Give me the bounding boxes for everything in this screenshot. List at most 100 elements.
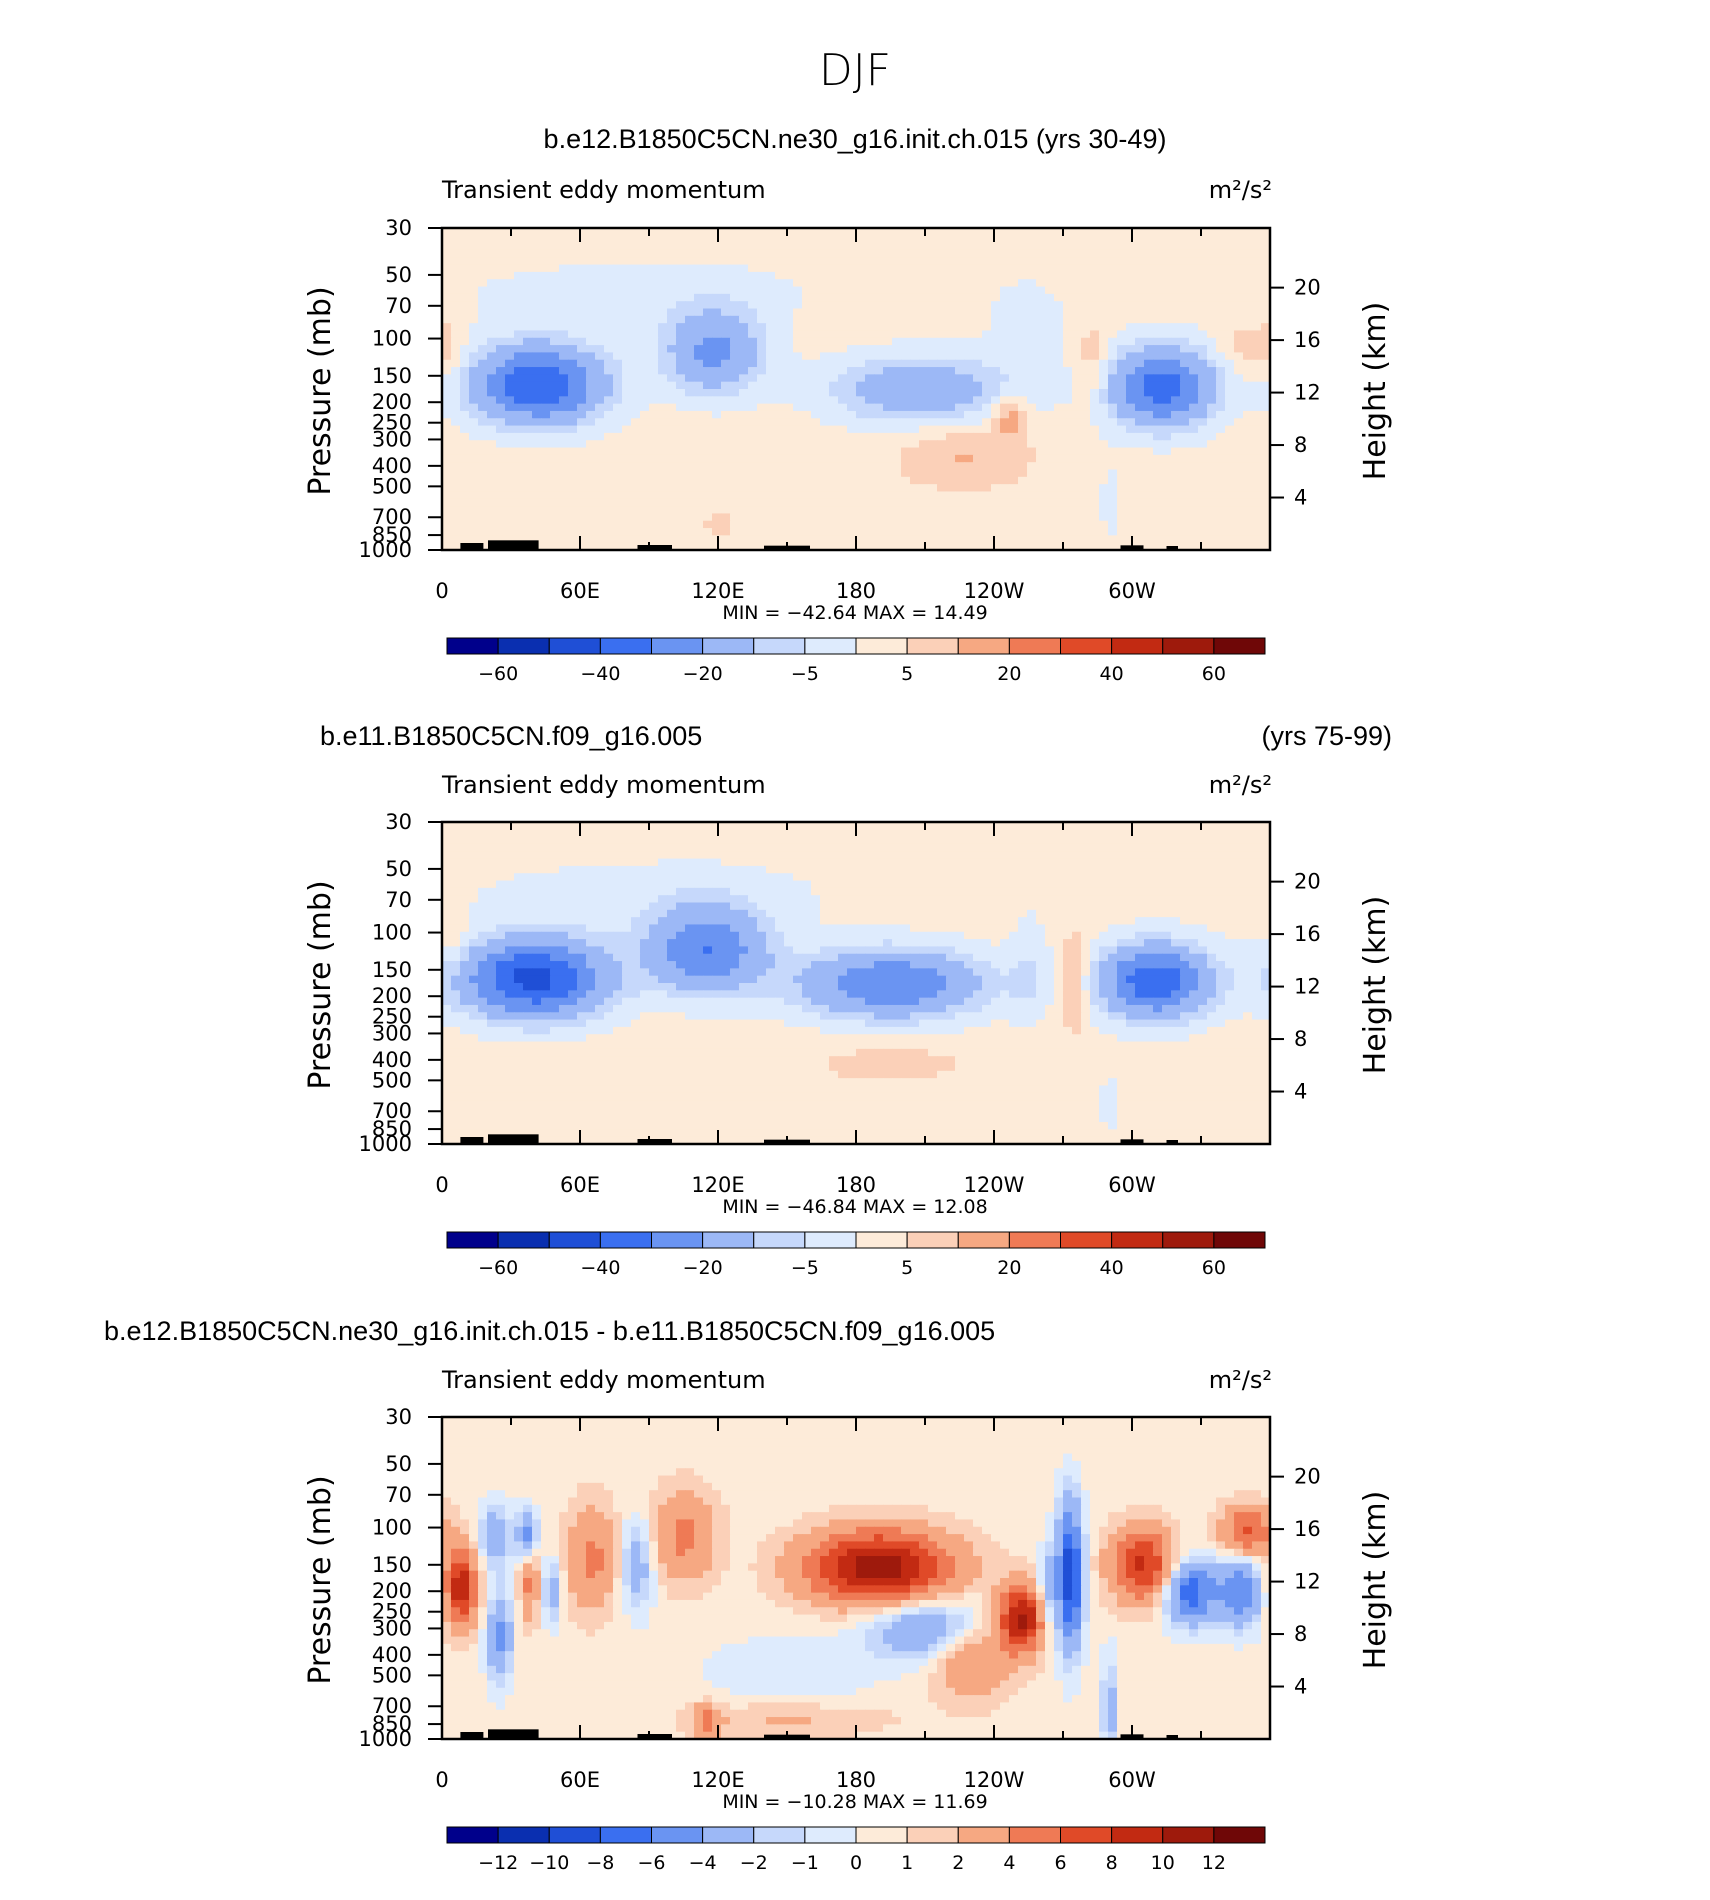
contour-cell — [1207, 843, 1217, 852]
contour-cell — [1045, 506, 1055, 515]
contour-cell — [676, 242, 686, 251]
contour-cell — [649, 359, 659, 368]
contour-cell — [739, 469, 749, 478]
contour-cell — [622, 865, 632, 874]
contour-cell — [586, 352, 596, 361]
contour-cell — [451, 410, 461, 419]
contour-cell — [514, 257, 524, 266]
contour-cell — [532, 308, 542, 317]
contour-cell — [604, 410, 614, 419]
contour-cell — [604, 286, 614, 295]
contour-cell — [523, 410, 533, 419]
contour-cell — [892, 301, 902, 310]
contour-cell — [649, 330, 659, 339]
contour-cell — [1207, 440, 1217, 449]
contour-cell — [676, 315, 686, 324]
contour-cell — [901, 858, 911, 867]
contour-cell — [1216, 520, 1226, 529]
contour-cell — [1036, 535, 1046, 544]
contour-cell — [874, 389, 884, 397]
contour-cell — [1198, 264, 1208, 273]
contour-cell — [973, 337, 983, 346]
contour-cell — [1189, 257, 1199, 266]
contour-cell — [757, 352, 767, 361]
contour-cell — [802, 359, 812, 368]
contour-cell — [928, 425, 938, 434]
contour-cell — [1135, 418, 1145, 427]
contour-cell — [1000, 301, 1010, 310]
contour-cell — [478, 432, 488, 441]
contour-cell — [1252, 843, 1262, 852]
contour-cell — [838, 330, 848, 339]
contour-cell — [856, 880, 866, 889]
contour-cell — [856, 403, 866, 412]
contour-cell — [748, 352, 758, 361]
contour-cell — [523, 865, 533, 874]
contour-cell — [469, 535, 479, 544]
contour-cell — [1252, 491, 1262, 500]
contour-cell — [1198, 271, 1208, 280]
contour-cell — [1261, 271, 1271, 280]
contour-cell — [640, 396, 650, 405]
contour-cell — [802, 440, 812, 449]
contour-cell — [604, 301, 614, 310]
contour-cell — [730, 330, 740, 339]
contour-cell — [748, 301, 758, 310]
contour-cell — [1045, 293, 1055, 302]
contour-cell — [676, 323, 686, 332]
contour-cell — [559, 249, 569, 258]
contour-cell — [1171, 822, 1181, 830]
contour-cell — [1081, 396, 1091, 405]
contour-cell — [1243, 506, 1253, 515]
contour-cell — [703, 476, 713, 485]
contour-cell — [1144, 880, 1154, 889]
contour-cell — [847, 447, 857, 456]
contour-cell — [901, 822, 911, 830]
contour-cell — [1117, 484, 1127, 493]
contour-cell — [1126, 345, 1136, 354]
contour-cell — [874, 242, 884, 251]
contour-cell — [1225, 484, 1235, 493]
contour-cell — [946, 528, 956, 536]
contour-cell — [1243, 513, 1253, 522]
contour-cell — [1117, 836, 1127, 845]
contour-cell — [451, 542, 461, 551]
contour-cell — [676, 308, 686, 317]
contour-cell — [1000, 447, 1010, 456]
contour-cell — [1261, 462, 1271, 471]
contour-cell — [604, 337, 614, 346]
contour-cell — [1018, 851, 1028, 860]
contour-cell — [910, 851, 920, 860]
contour-cell — [613, 403, 623, 412]
topography — [637, 545, 672, 550]
contour-cell — [478, 337, 488, 346]
contour-cell — [1216, 337, 1226, 346]
contour-cell — [1225, 528, 1235, 536]
contour-cell — [1072, 829, 1082, 838]
contour-cell — [469, 264, 479, 273]
contour-cell — [1072, 330, 1082, 339]
contour-cell — [694, 308, 704, 317]
contour-cell — [793, 264, 803, 273]
contour-cell — [1126, 418, 1136, 427]
contour-cell — [730, 506, 740, 515]
contour-cell — [802, 228, 812, 236]
contour-cell — [550, 286, 560, 295]
contour-cell — [532, 271, 542, 280]
contour-cell — [586, 535, 596, 544]
contour-cell — [1198, 829, 1208, 838]
contour-cell — [757, 880, 767, 889]
contour-cell — [955, 381, 965, 390]
contour-cell — [1135, 257, 1145, 266]
contour-cell — [1126, 447, 1136, 456]
contour-cell — [973, 528, 983, 536]
contour-cell — [793, 418, 803, 427]
contour-cell — [1126, 528, 1136, 536]
contour-cell — [802, 447, 812, 456]
contour-cell — [982, 535, 992, 544]
contour-cell — [469, 337, 479, 346]
contour-cell — [577, 520, 587, 529]
contour-cell — [1009, 880, 1019, 889]
contour-cell — [1234, 389, 1244, 397]
contour-cell — [1135, 337, 1145, 346]
